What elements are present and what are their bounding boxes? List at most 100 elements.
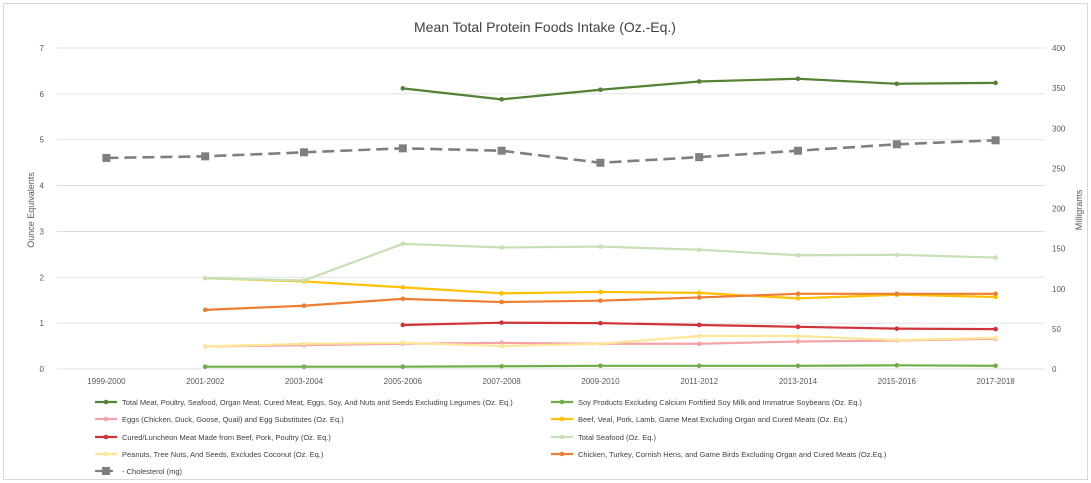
data-point [203,364,208,369]
legend-label: Total Seafood (Oz. Eq.) [578,433,656,442]
series-1 [203,363,998,369]
legend-item: Eggs (Chicken, Duck, Goose, Quail) and E… [95,415,344,424]
data-point [993,336,998,341]
y2-tick-label: 200 [1052,205,1066,214]
legend-swatch-marker [560,400,565,405]
legend-swatch-marker [560,417,565,422]
legend-label: Soy Products Excluding Calcium Fortified… [578,398,862,407]
data-point [499,300,504,305]
data-point [697,295,702,300]
data-point [499,291,504,296]
series-lines [102,76,999,369]
y2-tick-label: 0 [1052,365,1057,374]
y2-tick-label: 150 [1052,245,1066,254]
data-point [796,76,801,81]
data-point [300,148,308,156]
y-tick-label: 7 [40,44,45,53]
data-point [498,147,506,155]
series-8 [102,136,999,166]
data-point [302,364,307,369]
y-axis-label: Ounce Equivalents [26,172,36,248]
data-point [993,363,998,368]
data-point [796,291,801,296]
y-tick-label: 4 [40,182,45,191]
x-tick-label: 2007-2008 [482,377,521,386]
gridlines [57,48,1045,369]
data-point [697,323,702,328]
data-point [598,298,603,303]
data-point [697,341,702,346]
data-point [598,321,603,326]
data-point [895,363,900,368]
data-point [993,81,998,86]
legend-item: Total Meat, Poultry, Seafood, Organ Meat… [95,398,513,407]
data-point [697,334,702,339]
legend-swatch-marker [104,417,109,422]
data-point [697,247,702,252]
y2-tick-label: 300 [1052,124,1066,133]
series-0 [401,76,998,101]
legend-label: Eggs (Chicken, Duck, Goose, Quail) and E… [122,415,344,424]
y2-tick-label: 400 [1052,44,1066,53]
x-tick-label: 2015-2016 [878,377,917,386]
series-7 [203,291,998,312]
data-point [401,242,406,247]
data-point [993,291,998,296]
data-point [796,339,801,344]
legend: Total Meat, Poultry, Seafood, Organ Meat… [95,398,887,476]
data-point [598,341,603,346]
data-point [598,87,603,92]
data-point [499,320,504,325]
x-tick-label: 2003-2004 [285,377,324,386]
series-line [205,244,995,281]
data-point [796,325,801,330]
data-point [993,255,998,260]
legend-swatch-marker [104,400,109,405]
y-tick-label: 3 [40,227,45,236]
legend-swatch-marker [102,467,110,475]
y2-tick-label: 100 [1052,285,1066,294]
data-point [697,79,702,84]
legend-swatch-marker [560,452,565,457]
legend-label: Peanuts, Tree Nuts, And Seeds, Excludes … [122,450,324,459]
y2-tick-label: 50 [1052,325,1061,334]
y-tick-label: 2 [40,273,45,282]
data-point [499,97,504,102]
data-point [893,140,901,148]
x-axis-ticks: 1999-2000 2001-2002 2003-2004 2005-2006 2007… [87,377,1015,386]
y2-axis-label: Milligrams [1074,189,1084,230]
data-point [302,341,307,346]
series-5 [203,242,998,283]
legend-label: Beef, Veal, Pork, Lamb, Game Meat Exclud… [578,415,848,424]
data-point [201,152,209,160]
y2-tick-label: 350 [1052,84,1066,93]
data-point [401,285,406,290]
data-point [302,303,307,308]
data-point [794,147,802,155]
data-point [697,363,702,368]
data-point [499,364,504,369]
x-tick-label: 2009-2010 [581,377,620,386]
data-point [401,341,406,346]
data-point [499,344,504,349]
data-point [596,159,604,167]
data-point [992,136,1000,144]
data-point [102,154,110,162]
x-tick-label: 2011-2012 [680,377,718,386]
y-tick-label: 1 [40,319,45,328]
x-tick-label: 1999-2000 [87,377,126,386]
legend-item: - Cholesterol (mg) [95,467,183,476]
y-axis-ticks: 01234567 [40,44,45,374]
series-line [205,278,995,298]
data-point [796,296,801,301]
series-line [106,140,995,162]
data-point [203,308,208,313]
legend-item: Beef, Veal, Pork, Lamb, Game Meat Exclud… [551,415,848,424]
data-point [895,291,900,296]
data-point [796,363,801,368]
legend-label: Total Meat, Poultry, Seafood, Organ Meat… [122,398,513,407]
data-point [401,297,406,302]
series-4 [401,320,998,331]
data-point [401,323,406,328]
